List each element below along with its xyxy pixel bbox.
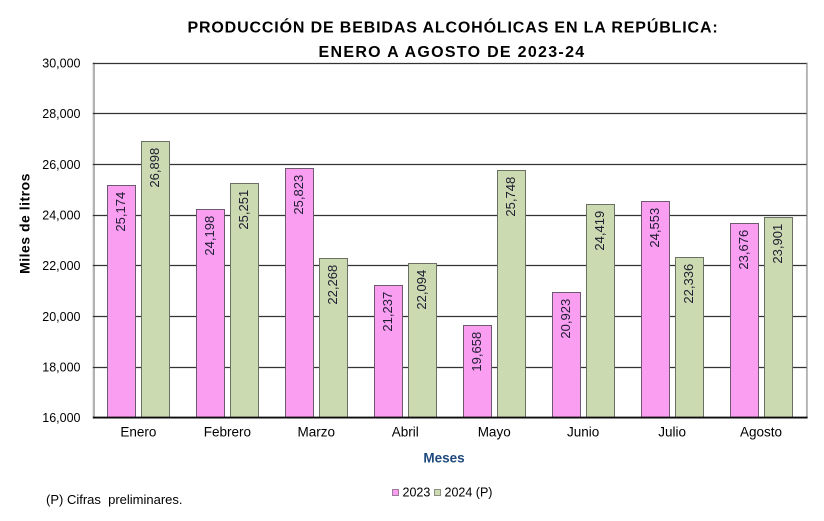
svg-text:Agosto: Agosto — [740, 425, 782, 440]
svg-text:25,748: 25,748 — [503, 177, 518, 217]
svg-text:18,000: 18,000 — [42, 361, 80, 375]
svg-text:22,268: 22,268 — [325, 265, 340, 305]
svg-text:24,000: 24,000 — [42, 209, 80, 223]
svg-text:20,000: 20,000 — [42, 310, 80, 324]
svg-text:16,000: 16,000 — [42, 411, 80, 425]
svg-text:23,901: 23,901 — [770, 224, 785, 264]
svg-text:22,000: 22,000 — [42, 259, 80, 273]
svg-text:ENERO A AGOSTO DE 2023-24: ENERO A AGOSTO DE 2023-24 — [319, 44, 586, 61]
svg-text:Meses: Meses — [423, 451, 464, 466]
svg-text:25,251: 25,251 — [236, 190, 251, 230]
svg-text:Enero: Enero — [120, 425, 156, 440]
svg-text:25,823: 25,823 — [291, 175, 306, 215]
svg-text:2023: 2023 — [403, 486, 431, 500]
svg-text:19,658: 19,658 — [469, 332, 484, 372]
svg-text:22,094: 22,094 — [414, 270, 429, 310]
svg-text:21,237: 21,237 — [380, 292, 395, 332]
svg-text:24,419: 24,419 — [592, 211, 607, 251]
svg-text:Febrero: Febrero — [204, 425, 251, 440]
svg-text:24,198: 24,198 — [202, 216, 217, 256]
svg-text:20,923: 20,923 — [558, 299, 573, 339]
svg-text:24,553: 24,553 — [647, 208, 662, 248]
svg-text:Julio: Julio — [658, 425, 686, 440]
svg-text:23,676: 23,676 — [736, 230, 751, 270]
svg-text:25,174: 25,174 — [113, 192, 128, 232]
svg-text:26,898: 26,898 — [147, 148, 162, 188]
svg-text:26,000: 26,000 — [42, 158, 80, 172]
svg-text:Junio: Junio — [567, 425, 599, 440]
svg-text:2024 (P): 2024 (P) — [445, 486, 493, 500]
svg-text:30,000: 30,000 — [42, 57, 80, 71]
svg-text:Marzo: Marzo — [298, 425, 336, 440]
svg-text:PRODUCCIÓN DE BEBIDAS ALCOHÓLI: PRODUCCIÓN DE BEBIDAS ALCOHÓLICAS EN LA … — [187, 18, 718, 37]
svg-text:28,000: 28,000 — [42, 107, 80, 121]
svg-text:(P) Cifras preliminares.: (P) Cifras preliminares. — [46, 492, 183, 507]
svg-text:22,336: 22,336 — [681, 264, 696, 304]
svg-text:Miles de litros: Miles de litros — [17, 173, 33, 274]
svg-text:Mayo: Mayo — [478, 425, 511, 440]
svg-text:Abril: Abril — [392, 425, 419, 440]
